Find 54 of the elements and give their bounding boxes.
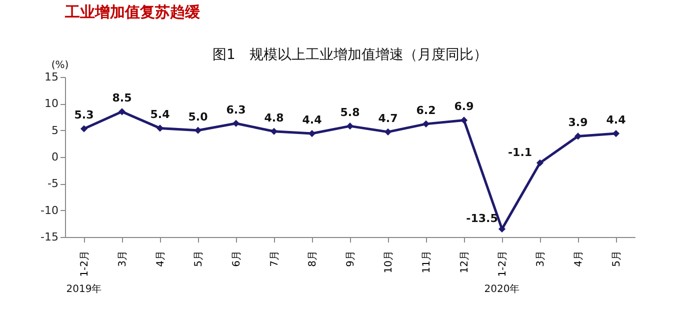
text: -13.5 [466,212,498,225]
point [118,108,126,116]
point [80,125,88,132]
x-tick-label: 3月 [536,250,546,267]
point [156,124,164,132]
text: 5.4 [150,108,170,122]
point [498,225,506,233]
x-tick-label: 10月 [384,250,394,274]
x-tick-label: 9月 [346,250,356,267]
x-tick-label: 1-2月 [80,250,90,277]
point [460,116,468,124]
text: 2020年 [484,283,520,295]
x-tick-label: 7月 [270,250,280,267]
text: -1.1 [508,146,532,159]
text: 5.3 [74,108,94,122]
text: 5.8 [340,106,360,120]
point [346,122,354,130]
y-tick-label: -5 [48,177,58,190]
chart-subtitle: 图1 规模以上工业增加值增速（月度同比） [212,47,488,63]
point [574,132,582,140]
point [536,159,544,166]
text: 3.9 [568,116,588,130]
y-tick-label: 5 [52,124,58,137]
x-tick-label: 12月 [460,250,470,274]
y-tick-label: 0 [52,150,58,164]
x-tick-label: 1-2月 [498,250,508,277]
text: 4.8 [264,111,284,124]
x-tick-label: 3月 [118,250,128,267]
text: 2019年 [66,283,102,295]
text: 4.4 [302,114,322,127]
y-axis-title: (%) [51,60,69,71]
y-tick-label: 10 [44,97,58,110]
y-tick-label: 15 [44,70,58,84]
x-tick-label: 4月 [574,250,584,267]
point [232,120,240,127]
text: 4.7 [378,112,398,125]
y-tick-label: -15 [40,230,58,244]
text: 5.0 [188,110,208,124]
x-tick-label: 5月 [612,250,622,267]
x-tick-label: 5月 [194,250,204,267]
chart-title: 工业增加值复苏趋缓 [64,3,201,21]
text: 8.5 [112,92,132,105]
text: 6.3 [226,103,246,116]
x-tick-label: 11月 [422,250,432,274]
x-tick-label: 8月 [308,250,318,267]
point [422,120,430,128]
point [384,128,392,136]
text: 6.2 [416,104,436,117]
x-tick-label: 6月 [232,250,242,267]
point [270,128,278,135]
y-tick-label: -10 [40,204,58,217]
text: 6.9 [454,100,474,114]
text: 4.4 [606,114,626,127]
x-tick-label: 4月 [156,250,166,267]
